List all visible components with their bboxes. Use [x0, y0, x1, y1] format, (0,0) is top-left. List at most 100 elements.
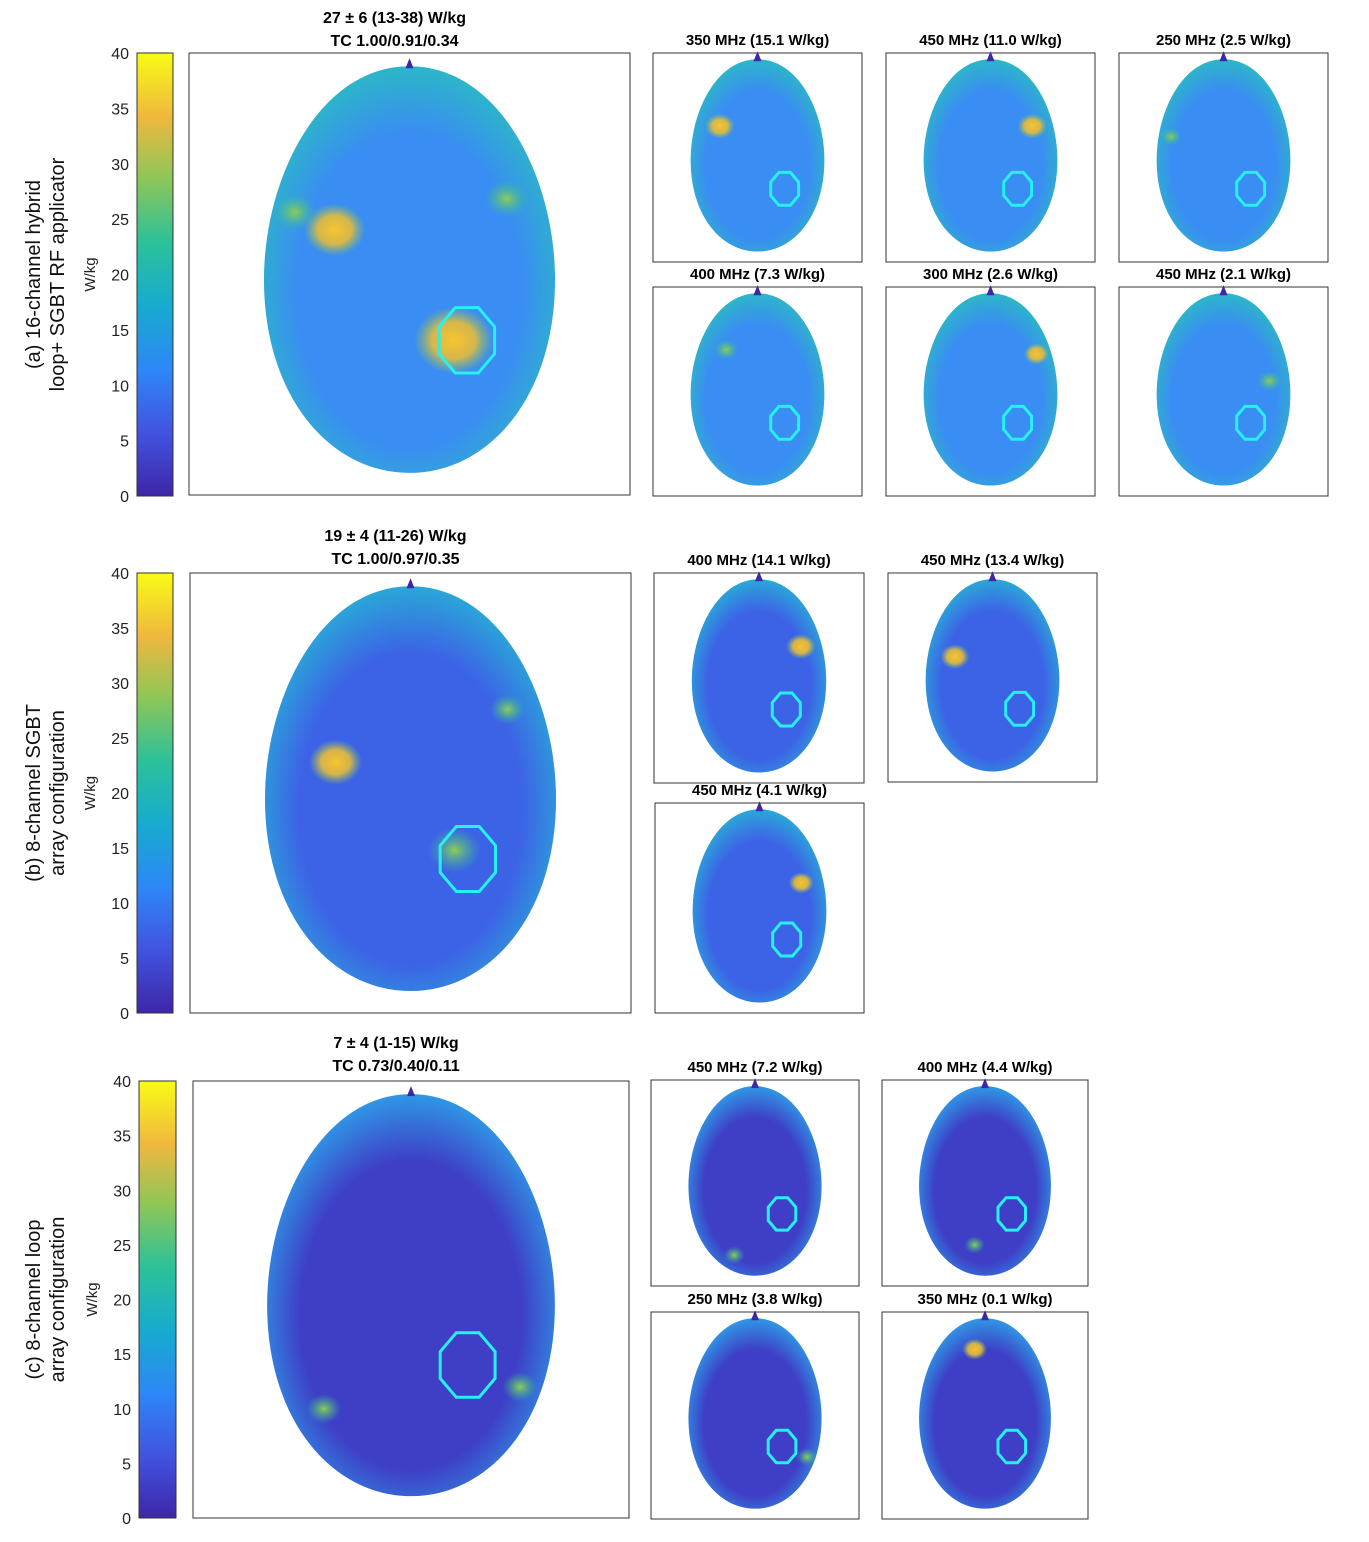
head-sar-map [267, 1094, 555, 1497]
colorbar [136, 52, 174, 497]
colorbar-tick-label: 20 [111, 786, 129, 803]
sar-hotspot [413, 306, 494, 375]
nose-marker [988, 571, 997, 582]
row-label: (c) 8-channel loop array configuration [23, 1217, 69, 1383]
subplot-title: 400 MHz (4.4 W/kg) [917, 1059, 1052, 1076]
tumor-contour [437, 306, 497, 375]
head-sar-map [264, 586, 557, 991]
colorbar-tick-label: 40 [111, 566, 129, 583]
sar-hotspot [272, 193, 317, 231]
subplot-panel: 400 MHz (4.4 W/kg) [881, 1059, 1089, 1287]
colorbar-tick-label: 10 [111, 378, 129, 395]
nose-marker [405, 58, 414, 69]
subplot-panel: 400 MHz (7.3 W/kg) [652, 266, 863, 497]
main-title: 7 ± 4 (1-15) W/kg [333, 1035, 458, 1052]
nose-marker [753, 285, 762, 296]
nose-marker [981, 1310, 989, 1321]
subplot-panel: 350 MHz (0.1 W/kg) [881, 1291, 1089, 1520]
sar-hotspot [484, 180, 529, 218]
subplot-title: 400 MHz (14.1 W/kg) [687, 552, 830, 569]
subplot-title: 450 MHz (13.4 W/kg) [921, 552, 1064, 569]
sar-hotspot [723, 1246, 745, 1264]
subplot-panel: 350 MHz (15.1 W/kg) [652, 32, 863, 263]
colorbar-tick-label: 25 [111, 212, 129, 229]
sar-hotspot [1256, 370, 1283, 392]
colorbar-tick-label: 5 [120, 434, 129, 451]
colorbar-tick-label: 15 [111, 841, 129, 858]
subplot-panel: 450 MHz (11.0 W/kg) [885, 32, 1096, 263]
nose-marker [1219, 51, 1228, 62]
sar-hotspot [428, 827, 482, 873]
tumor-contour [1002, 404, 1034, 441]
colorbar-unit: W/kg [82, 776, 99, 810]
row-label: (a) 16-channel hybrid loop+ SGBT RF appli… [23, 157, 69, 391]
tumor-contour [1002, 170, 1034, 207]
sar-hotspot [1017, 113, 1047, 139]
subplot-title: 250 MHz (3.8 W/kg) [687, 1291, 822, 1308]
main-subtitle: TC 0.73/0.40/0.11 [332, 1058, 459, 1075]
sar-hotspot [309, 739, 362, 785]
tumor-contour [996, 1428, 1028, 1465]
colorbar-tick-label: 30 [111, 676, 129, 693]
colorbar-tick-label: 35 [113, 1129, 131, 1146]
subplot-panel: 450 MHz (2.1 W/kg) [1118, 266, 1329, 497]
colorbar-unit-label: W/kg [82, 776, 99, 810]
figure-row-a: (a) 16-channel hybrid loop+ SGBT RF appli… [23, 10, 1329, 506]
row-label-line: loop+ SGBT RF applicator [47, 157, 69, 391]
colorbar-tick-label: 15 [113, 1347, 131, 1364]
colorbar-unit: W/kg [82, 257, 99, 291]
sar-hotspot [502, 1372, 538, 1402]
main-title: 19 ± 4 (11-26) W/kg [324, 528, 466, 545]
tumor-contour [1004, 690, 1036, 727]
colorbar-tick-label: 35 [111, 101, 129, 118]
head-sar-map [263, 66, 556, 473]
colorbar-tick-label: 15 [111, 323, 129, 340]
row-label-line: (a) 16-channel hybrid [23, 180, 45, 369]
colorbar-tick-label: 40 [113, 1074, 131, 1091]
subplot-title: 250 MHz (2.5 W/kg) [1156, 32, 1291, 49]
tumor-contour [771, 921, 803, 958]
main-subtitle: TC 1.00/0.97/0.35 [331, 551, 459, 568]
subplot-panel: 450 MHz (7.2 W/kg) [650, 1059, 860, 1287]
colorbar-unit: W/kg [84, 1282, 101, 1316]
tumor-contour [438, 1331, 497, 1399]
tumor-contour [1235, 404, 1267, 441]
colorbar-tick-label: 0 [120, 1006, 129, 1023]
sar-hotspot [788, 872, 814, 894]
row-label-line: array configuration [47, 710, 69, 876]
subplot-title: 350 MHz (0.1 W/kg) [917, 1291, 1052, 1308]
subplot-title: 300 MHz (2.6 W/kg) [923, 266, 1058, 283]
main-title: 27 ± 6 (13-38) W/kg [323, 10, 466, 27]
subplot-panel: 450 MHz (13.4 W/kg) [887, 552, 1098, 783]
sar-hotspot [940, 644, 970, 670]
colorbar-tick-label: 5 [120, 951, 129, 968]
sar-hotspot [1023, 343, 1050, 365]
colorbar-tick-label: 35 [111, 621, 129, 638]
tumor-contour [766, 1428, 798, 1465]
nose-marker [755, 571, 763, 582]
colorbar-unit-label: W/kg [82, 257, 99, 291]
subplot-title: 400 MHz (7.3 W/kg) [690, 266, 825, 283]
colorbar [138, 1080, 177, 1519]
nose-marker [407, 1086, 415, 1097]
sar-hotspot [962, 1338, 988, 1360]
subplot-title: 450 MHz (2.1 W/kg) [1156, 266, 1291, 283]
subplot-panel: 250 MHz (2.5 W/kg) [1118, 32, 1329, 263]
sar-hotspot [705, 113, 735, 139]
figure-row-b: (b) 8-channel SGBT array configuration 40 3… [23, 528, 1098, 1023]
nose-marker [751, 1310, 759, 1321]
sar-hotspot [786, 634, 816, 659]
colorbar-tick-label: 20 [111, 268, 129, 285]
sar-hotspot [303, 203, 366, 257]
nose-marker [753, 51, 762, 62]
row-label-line: (c) 8-channel loop [23, 1219, 45, 1379]
subplot-title: 450 MHz (4.1 W/kg) [692, 782, 827, 799]
tumor-contour [769, 170, 801, 207]
colorbar-tick-label: 0 [120, 489, 129, 506]
colorbar-tick-label: 25 [113, 1238, 131, 1255]
subplot-panel: 400 MHz (14.1 W/kg) [653, 552, 865, 784]
colorbar-tick-label: 30 [113, 1183, 131, 1200]
nose-marker [1219, 285, 1228, 296]
sar-hotspot [713, 339, 739, 361]
sar-hotspot [964, 1236, 985, 1254]
